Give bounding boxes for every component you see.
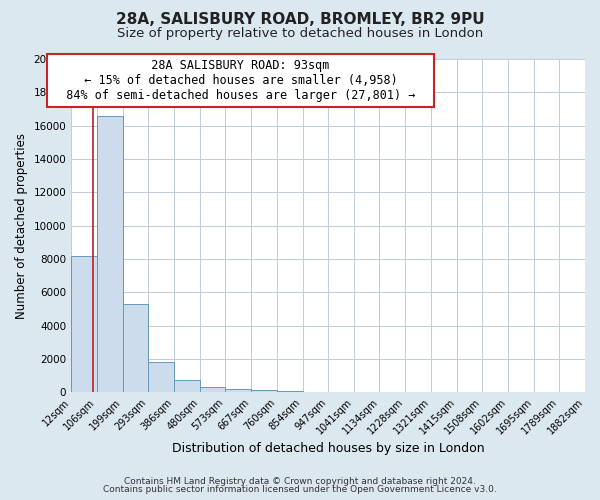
Bar xyxy=(251,390,277,392)
Text: 28A, SALISBURY ROAD, BROMLEY, BR2 9PU: 28A, SALISBURY ROAD, BROMLEY, BR2 9PU xyxy=(116,12,484,28)
Text: Contains HM Land Registry data © Crown copyright and database right 2024.: Contains HM Land Registry data © Crown c… xyxy=(124,477,476,486)
Bar xyxy=(226,389,251,392)
Y-axis label: Number of detached properties: Number of detached properties xyxy=(15,132,28,318)
Bar xyxy=(174,380,200,392)
Bar xyxy=(148,362,174,392)
Text: 28A SALISBURY ROAD: 93sqm  
  ← 15% of detached houses are smaller (4,958)  
  8: 28A SALISBURY ROAD: 93sqm ← 15% of detac… xyxy=(52,59,430,102)
Bar xyxy=(200,388,226,392)
Bar xyxy=(277,390,302,392)
Bar xyxy=(71,256,97,392)
X-axis label: Distribution of detached houses by size in London: Distribution of detached houses by size … xyxy=(172,442,484,455)
Bar xyxy=(122,304,148,392)
Text: Size of property relative to detached houses in London: Size of property relative to detached ho… xyxy=(117,28,483,40)
Text: Contains public sector information licensed under the Open Government Licence v3: Contains public sector information licen… xyxy=(103,485,497,494)
Bar xyxy=(97,116,122,392)
